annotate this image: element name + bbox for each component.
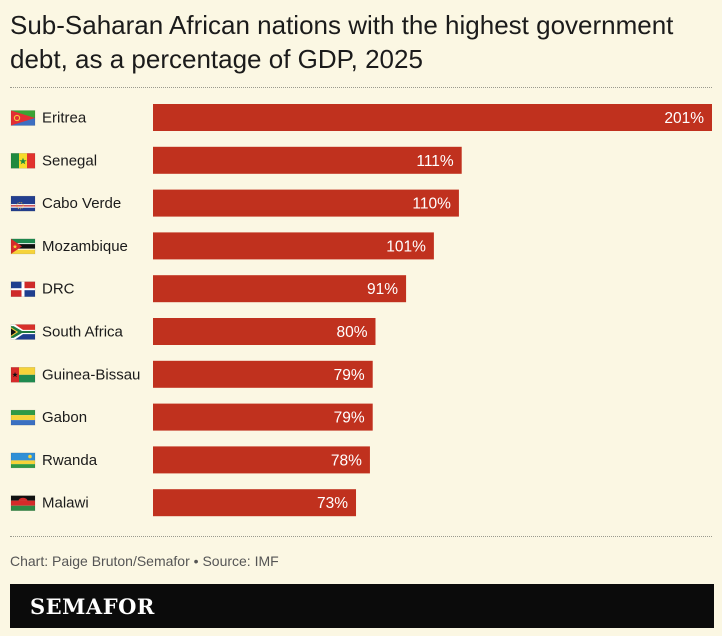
bar [153,446,370,474]
value-label: 111% [416,153,454,170]
category-label: Gabon [42,409,87,426]
category-label: DRC [42,281,75,298]
south-africa-flag-icon [10,324,36,340]
value-label: 73% [317,495,348,512]
bar-row: Cabo Verde 110% [10,189,459,217]
category-label: Guinea-Bissau [42,366,140,383]
bar [153,403,373,431]
eritrea-flag-icon [10,110,36,126]
bar [153,275,407,303]
chart-title: Sub-Saharan African nations with the hig… [10,10,674,74]
bar-row: Senegal 111% [10,146,462,174]
bar-row: South Africa 80% [10,318,376,345]
category-label: Eritrea [42,110,87,127]
malawi-flag-icon [10,495,36,512]
bar-row: Rwanda 78% [10,446,370,474]
bar [153,360,373,388]
bar [153,104,712,131]
bar [153,146,462,174]
bar-row: Gabon 79% [10,403,373,431]
bar [153,189,459,217]
cabo-verde-flag-icon [10,195,36,212]
gabon-flag-icon [10,409,36,426]
value-label: 79% [334,410,365,427]
bar [153,318,376,345]
category-label: Malawi [42,495,89,512]
category-label: Mozambique [42,238,128,255]
value-label: 79% [334,367,365,384]
footer-bar: SEMAFOR [10,584,714,628]
bar-row: DRC 91% [10,275,407,303]
value-label: 201% [664,110,704,127]
drc-flag-icon [10,281,36,297]
bar [153,489,357,517]
bar-row: Mozambique 101% [10,232,434,260]
semafor-logo: SEMAFOR [30,594,155,619]
category-label: Cabo Verde [42,195,121,212]
category-label: Senegal [42,152,97,169]
senegal-flag-icon [10,152,36,169]
category-label: Rwanda [42,452,98,469]
bar-row: Malawi 73% [10,489,357,517]
mozambique-flag-icon [10,238,36,255]
chart-credit: Chart: Paige Bruton/Semafor • Source: IM… [10,553,279,569]
bar-chart: Eritrea 201% Senegal 111% Cabo Verde 110% Moza… [10,104,712,517]
rwanda-flag-icon [10,452,36,469]
value-label: 110% [412,196,451,213]
bottom-divider [10,536,712,537]
bar [153,232,434,260]
value-label: 91% [367,281,398,298]
top-divider [10,87,712,88]
value-label: 78% [331,452,362,469]
value-label: 101% [386,238,426,255]
value-label: 80% [336,324,367,341]
bar-row: Guinea-Bissau 79% [10,360,373,388]
bar-row: Eritrea 201% [10,104,712,131]
guinea-bissau-flag-icon [10,366,36,383]
category-label: South Africa [42,324,124,341]
